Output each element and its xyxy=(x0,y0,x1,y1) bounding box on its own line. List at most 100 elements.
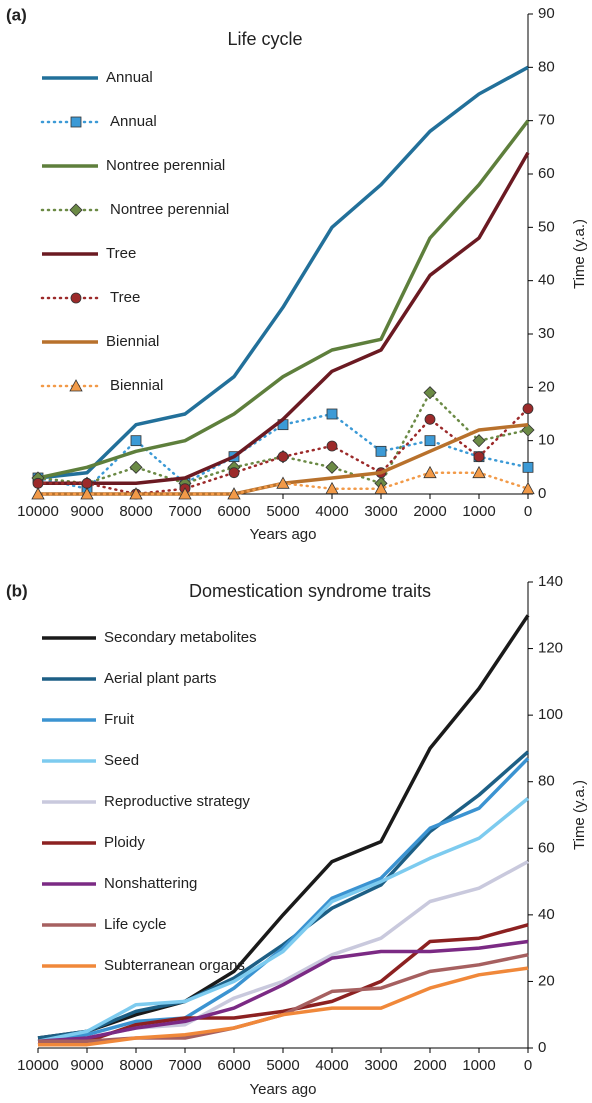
marker xyxy=(423,386,437,400)
series-line xyxy=(38,151,530,486)
legend-label: Aerial plant parts xyxy=(104,670,217,687)
x-tick-label: 3000 xyxy=(364,1057,397,1074)
marker xyxy=(129,460,143,474)
x-tick-label: 4000 xyxy=(315,1057,348,1074)
y-tick-label: 80 xyxy=(538,773,555,790)
legend-label: Tree xyxy=(110,289,140,306)
x-axis-label: Years ago xyxy=(249,1081,316,1098)
marker xyxy=(374,481,388,495)
legend-label: Biennial xyxy=(106,333,159,350)
x-axis-label: Years ago xyxy=(249,526,316,543)
marker xyxy=(228,467,240,479)
x-tick-label: 10000 xyxy=(17,503,59,520)
x-tick-label: 1000 xyxy=(462,503,495,520)
x-tick-label: 7000 xyxy=(168,1057,201,1074)
y-tick-label: 10 xyxy=(538,432,555,449)
series-line xyxy=(37,750,530,1040)
marker xyxy=(178,487,192,500)
y-tick-label: 60 xyxy=(538,839,555,856)
marker xyxy=(277,451,289,463)
y-tick-label: 80 xyxy=(538,58,555,75)
series-line xyxy=(37,65,529,480)
y-tick-label: 50 xyxy=(538,218,555,235)
x-tick-label: 10000 xyxy=(17,1057,59,1074)
marker xyxy=(129,487,143,500)
legend-label: Subterranean organs xyxy=(104,957,245,974)
marker xyxy=(326,408,338,420)
marker xyxy=(522,403,534,415)
x-tick-label: 3000 xyxy=(364,503,397,520)
series-line xyxy=(37,614,530,1040)
marker xyxy=(276,476,290,489)
legend-label: Fruit xyxy=(104,711,135,728)
y-tick-label: 0 xyxy=(538,1039,546,1056)
marker xyxy=(326,440,338,452)
y-tick-label: 40 xyxy=(538,272,555,289)
y-tick-label: 20 xyxy=(538,972,555,989)
legend-label: Annual xyxy=(110,113,157,130)
legend-label: Nonshattering xyxy=(104,875,197,892)
marker xyxy=(473,451,485,463)
marker xyxy=(472,434,486,448)
marker xyxy=(32,477,44,489)
x-tick-label: 2000 xyxy=(413,1057,446,1074)
legend-marker xyxy=(69,203,83,217)
marker xyxy=(325,460,339,474)
x-tick-label: 8000 xyxy=(119,1057,152,1074)
y-tick-label: 70 xyxy=(538,112,555,129)
marker xyxy=(521,481,535,495)
chart-title: Life cycle xyxy=(227,29,302,49)
legend-label: Secondary metabolites xyxy=(104,629,257,646)
marker xyxy=(31,487,45,500)
marker xyxy=(424,435,436,447)
legend-marker xyxy=(70,116,82,128)
series-line xyxy=(37,757,530,1044)
marker xyxy=(81,477,93,489)
panel-label: (b) xyxy=(6,581,28,600)
x-tick-label: 5000 xyxy=(266,503,299,520)
legend-marker xyxy=(69,379,83,392)
x-tick-label: 9000 xyxy=(70,1057,103,1074)
y-tick-label: 90 xyxy=(538,5,555,22)
x-tick-label: 8000 xyxy=(119,503,152,520)
series-line xyxy=(37,119,530,480)
x-tick-label: 4000 xyxy=(315,503,348,520)
x-tick-label: 5000 xyxy=(266,1057,299,1074)
panel: (b) Domestication syndrome traits 0 20 40 60 8… xyxy=(6,573,588,1098)
legend-label: Nontree perennial xyxy=(110,201,229,218)
legend-label: Life cycle xyxy=(104,916,167,933)
legend-label: Annual xyxy=(106,69,153,86)
y-axis-label: Time (y.a.) xyxy=(571,780,588,850)
marker xyxy=(522,461,534,473)
marker xyxy=(521,423,535,437)
y-tick-label: 120 xyxy=(538,640,563,657)
marker xyxy=(472,465,486,479)
series-line xyxy=(37,939,529,1044)
marker xyxy=(325,481,339,495)
x-tick-label: 0 xyxy=(524,1057,532,1074)
marker xyxy=(424,413,436,425)
marker xyxy=(130,435,142,447)
series-line xyxy=(37,797,530,1044)
chart-title: Domestication syndrome traits xyxy=(189,581,431,601)
marker xyxy=(227,487,241,500)
marker xyxy=(80,487,94,500)
legend-label: Tree xyxy=(106,245,136,262)
x-tick-label: 7000 xyxy=(168,503,201,520)
y-tick-label: 30 xyxy=(538,325,555,342)
panel-label: (a) xyxy=(6,5,27,24)
legend-label: Seed xyxy=(104,752,139,769)
x-tick-label: 6000 xyxy=(217,1057,250,1074)
legend-marker xyxy=(70,292,82,304)
series-line xyxy=(38,966,529,1047)
marker xyxy=(375,445,387,457)
legend-label: Reproductive strategy xyxy=(104,793,250,810)
legend-label: Ploidy xyxy=(104,834,145,851)
y-tick-label: 20 xyxy=(538,378,555,395)
x-tick-label: 9000 xyxy=(70,503,103,520)
y-tick-label: 0 xyxy=(538,485,546,502)
x-tick-label: 0 xyxy=(524,503,532,520)
x-tick-label: 2000 xyxy=(413,503,446,520)
y-tick-label: 100 xyxy=(538,706,563,723)
